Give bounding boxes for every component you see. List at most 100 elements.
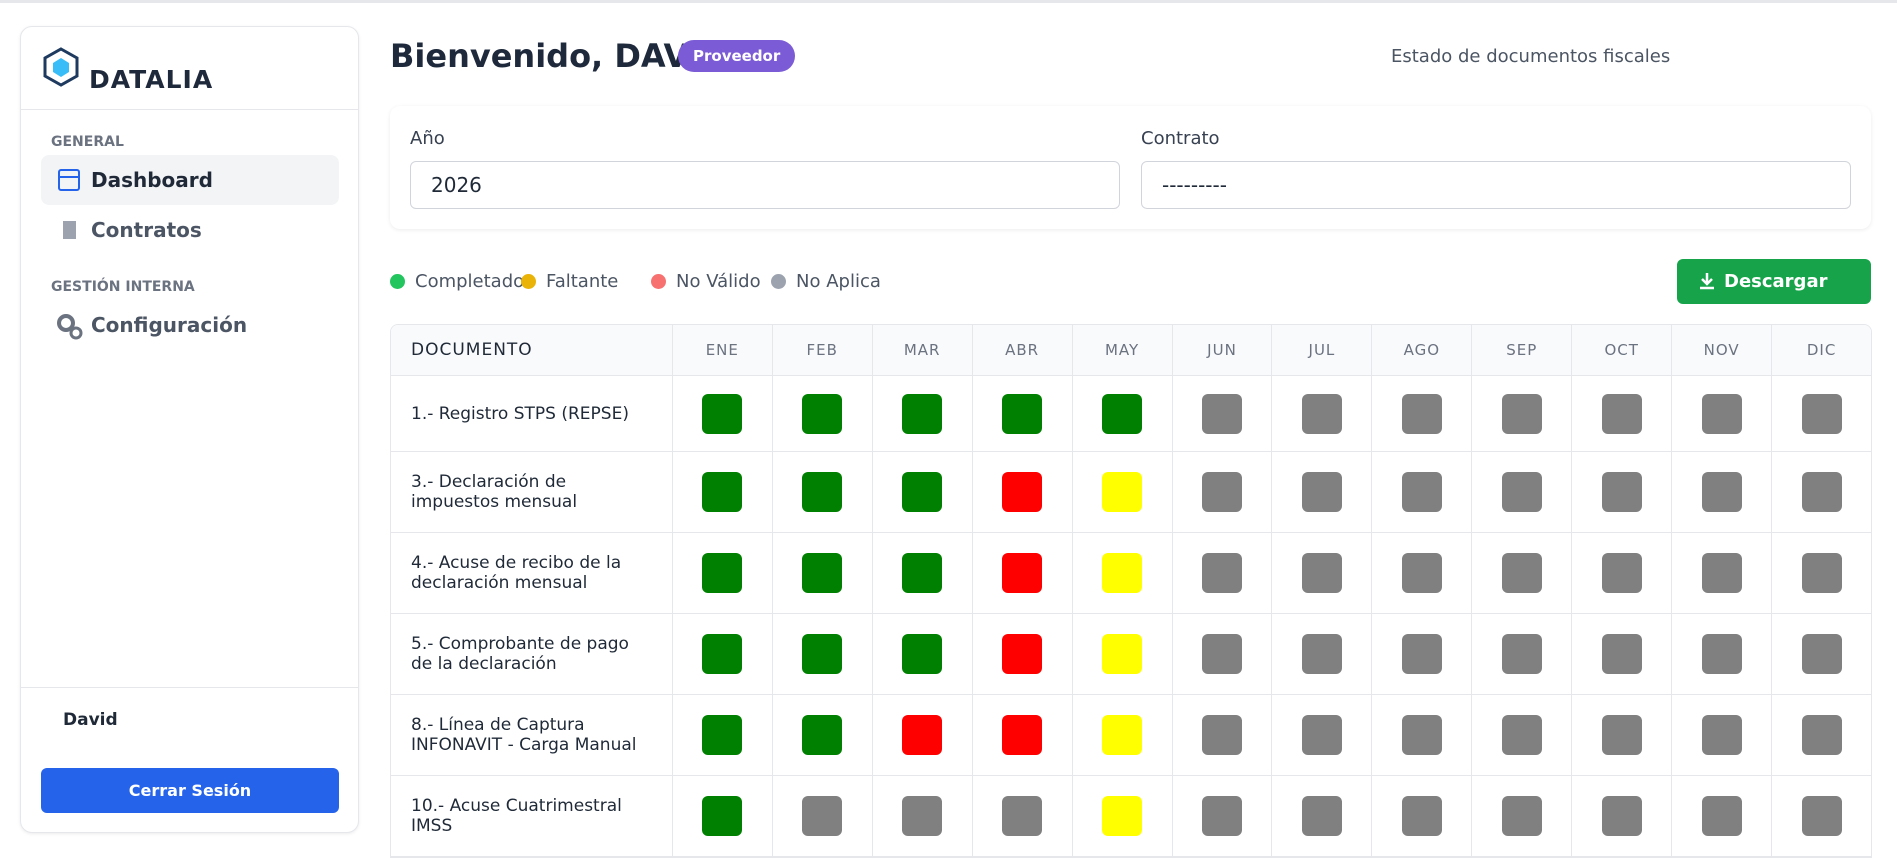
status-indicator <box>802 472 843 512</box>
status-cell <box>1771 452 1871 532</box>
status-cell <box>771 695 872 775</box>
status-cell <box>1271 533 1371 613</box>
document-name: 10.- Acuse Cuatrimestral IMSS <box>411 796 622 836</box>
status-cell <box>1671 452 1771 532</box>
column-header: FEB <box>771 325 872 375</box>
legend-item: No Válido <box>651 271 761 292</box>
status-cell <box>1771 776 1871 856</box>
status-cell <box>1171 776 1272 856</box>
status-indicator <box>1201 796 1242 836</box>
status-cell <box>1171 452 1272 532</box>
status-cell <box>971 614 1072 694</box>
status-cell <box>1271 695 1371 775</box>
icon <box>58 169 80 191</box>
column-header: ENE <box>671 325 772 375</box>
column-header: JUL <box>1271 325 1371 375</box>
nav-item[interactable]: Dashboard <box>41 155 339 205</box>
nav-item[interactable]: Configuración <box>91 313 248 337</box>
filter-label: Año <box>410 128 445 149</box>
status-cell <box>1471 533 1571 613</box>
filters: Año 2026 Contrato --------- <box>390 106 1871 229</box>
column-header: DIC <box>1771 325 1871 375</box>
logout-button[interactable]: Cerrar Sesión <box>41 768 339 813</box>
status-indicator <box>1401 472 1442 512</box>
status-indicator <box>1801 715 1842 755</box>
status-indicator <box>1701 796 1742 836</box>
status-cell <box>871 614 972 694</box>
status-indicator <box>902 634 943 674</box>
document-name: 4.- Acuse de recibo de la declaración me… <box>411 553 622 593</box>
status-cell <box>1371 614 1471 694</box>
status-indicator <box>1102 553 1143 593</box>
status-cell <box>1471 614 1571 694</box>
status-indicator <box>902 796 943 836</box>
icon <box>57 314 83 340</box>
status-indicator <box>1601 796 1642 836</box>
status-cell <box>1571 614 1671 694</box>
status-cell <box>971 776 1072 856</box>
column-header: SEP <box>1471 325 1571 375</box>
contract-select[interactable]: --------- <box>1141 161 1851 209</box>
status-indicator <box>1102 715 1143 755</box>
status-indicator <box>902 472 943 512</box>
user-name: David <box>63 710 118 730</box>
status-indicator <box>1401 715 1442 755</box>
status-cell <box>1171 614 1272 694</box>
status-cell <box>1471 695 1571 775</box>
status-indicator <box>1601 393 1642 434</box>
status-cell <box>771 614 872 694</box>
brand: DATALIA <box>89 65 214 94</box>
legend-label: No Válido <box>676 271 761 292</box>
section-title: GESTIÓN INTERNA <box>51 279 195 295</box>
column-header: MAR <box>871 325 972 375</box>
status-indicator <box>1301 393 1342 434</box>
status-cell <box>1771 614 1871 694</box>
status-indicator <box>1301 553 1342 593</box>
status-indicator <box>702 472 743 512</box>
status-indicator <box>1002 796 1043 836</box>
status-indicator <box>1102 393 1143 434</box>
icon <box>1700 273 1714 290</box>
status-indicator <box>802 715 843 755</box>
status-cell <box>671 376 772 451</box>
status-indicator <box>1801 553 1842 593</box>
status-cell <box>1471 452 1571 532</box>
status-indicator <box>1301 796 1342 836</box>
status-indicator <box>1701 715 1742 755</box>
status-indicator <box>1401 634 1442 674</box>
legend-label: Completado <box>415 271 525 292</box>
status-cell <box>1571 452 1671 532</box>
status-cell <box>1671 695 1771 775</box>
column-header: DOCUMENTO <box>411 340 533 360</box>
status-cell <box>1671 533 1771 613</box>
table-row: 1.- Registro STPS (REPSE) <box>391 376 1871 452</box>
status-indicator <box>702 796 743 836</box>
status-indicator <box>1401 393 1442 434</box>
status-indicator <box>1601 553 1642 593</box>
status-indicator <box>1301 634 1342 674</box>
status-cell <box>1371 533 1471 613</box>
column-header: MAY <box>1071 325 1172 375</box>
status-cell <box>1371 776 1471 856</box>
section-title: GENERAL <box>51 134 124 150</box>
status-cell <box>671 614 772 694</box>
status-indicator <box>1102 472 1143 512</box>
status-cell <box>1271 614 1371 694</box>
status-indicator <box>1201 634 1242 674</box>
status-cell <box>671 452 772 532</box>
table-row: 3.- Declaración de impuestos mensual <box>391 452 1871 533</box>
status-cell <box>1071 614 1172 694</box>
status-indicator <box>1501 634 1542 674</box>
status-cell <box>1671 776 1771 856</box>
legend-dot <box>651 274 666 289</box>
status-indicator <box>1201 393 1242 434</box>
status-cell <box>1071 695 1172 775</box>
status-cell <box>1671 614 1771 694</box>
nav-item[interactable]: Contratos <box>91 218 202 242</box>
status-indicator <box>702 715 743 755</box>
status-indicator <box>1401 553 1442 593</box>
status-indicator <box>902 393 943 434</box>
year-select[interactable]: 2026 <box>410 161 1120 209</box>
status-cell <box>1571 695 1671 775</box>
status-cell <box>1771 376 1871 451</box>
